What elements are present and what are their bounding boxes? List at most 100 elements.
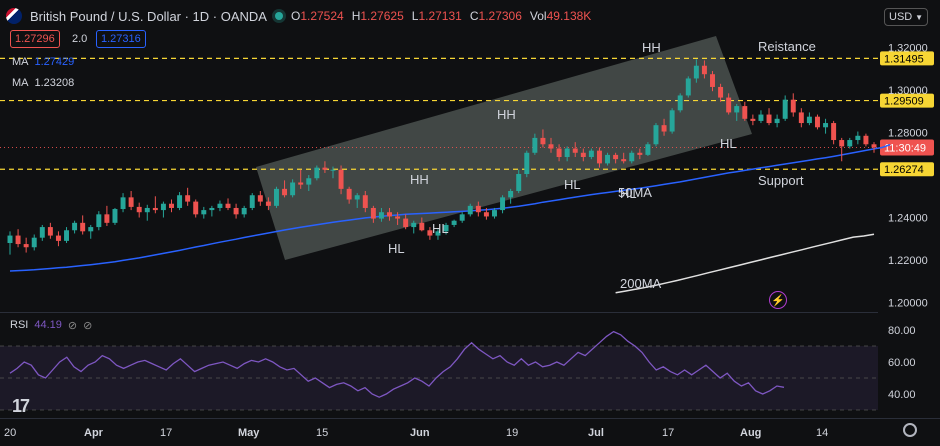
- candle-body: [387, 212, 392, 217]
- candle-body: [346, 188, 352, 200]
- ma200-annotation: 200MA: [620, 276, 662, 291]
- lightning-icon[interactable]: ⚡: [769, 291, 787, 309]
- level-price-text: 1.31495: [884, 53, 924, 65]
- candle-body: [798, 112, 804, 124]
- candle-body: [806, 116, 812, 124]
- candle-body: [249, 195, 255, 208]
- high-key: H: [351, 9, 361, 23]
- time-tick-label: Aug: [740, 427, 761, 439]
- candle-body: [588, 150, 594, 158]
- price-scale-background: [880, 0, 940, 446]
- candle-body: [467, 205, 473, 215]
- price-tick-label: 1.28000: [888, 128, 928, 140]
- open-key: O: [290, 9, 301, 23]
- candle-body: [15, 235, 21, 245]
- rsi-tick-label: 80.00: [888, 325, 916, 337]
- candle-body: [572, 148, 578, 153]
- candle-body: [645, 144, 651, 155]
- time-tick-label: 14: [816, 427, 828, 439]
- price-tick-label: 1.24000: [888, 213, 928, 225]
- currency-select[interactable]: USD ▼: [884, 8, 928, 26]
- candle-body: [492, 210, 497, 217]
- candle-body: [225, 203, 231, 208]
- level-price-tag: [880, 162, 934, 177]
- candle-body: [790, 99, 796, 113]
- ma50-legend[interactable]: MA 1.27429: [12, 56, 74, 68]
- rsi-line: [9, 330, 785, 398]
- symbol-title[interactable]: British Pound / U.S. Dollar · 1D · OANDA: [30, 8, 267, 24]
- time-tick-label: Apr: [84, 427, 104, 439]
- ma200-legend[interactable]: MA 1.23208: [12, 77, 74, 89]
- candle-body: [661, 125, 667, 132]
- candle-body: [605, 154, 611, 164]
- candle-body: [193, 201, 199, 215]
- high-value: 1.27625: [360, 9, 404, 23]
- candle-body: [88, 227, 94, 232]
- hide-icon[interactable]: ⊘: [67, 320, 78, 332]
- candle-body: [290, 182, 296, 196]
- candle-body: [621, 159, 627, 162]
- candle-body: [613, 154, 619, 160]
- rsi-legend[interactable]: RSI 44.19 ⊘ ⊘: [10, 319, 92, 332]
- rsi-label: RSI: [10, 319, 29, 331]
- ohlc-values: O1.27524 H1.27625 L1.27131 C1.27306 Vol4…: [291, 9, 591, 23]
- candle-body: [362, 195, 368, 208]
- swing-label: HH: [642, 40, 661, 55]
- candle-body: [120, 197, 126, 210]
- time-tick-label: May: [238, 427, 260, 439]
- candle-body: [532, 137, 538, 153]
- time-tick-label: 19: [506, 427, 518, 439]
- candle-body: [185, 195, 191, 202]
- candle-body: [734, 106, 740, 113]
- close-value: 1.27306: [478, 9, 522, 23]
- candle-body: [411, 222, 417, 228]
- candle-body: [419, 222, 425, 231]
- candle-body: [314, 167, 320, 179]
- candle-body: [64, 230, 70, 241]
- time-scale-divider: [0, 418, 940, 419]
- ma200-value: 1.23208: [34, 77, 75, 89]
- candle-body: [701, 65, 707, 75]
- candle-body: [742, 106, 748, 119]
- candle-body: [443, 224, 449, 232]
- price-tick-label: 1.22000: [888, 255, 928, 267]
- candle-body: [693, 65, 699, 79]
- candle-body: [330, 169, 336, 171]
- chart-header: British Pound / U.S. Dollar · 1D · OANDA…: [6, 8, 591, 24]
- candle-body: [177, 195, 183, 208]
- candle-body: [637, 152, 643, 155]
- candle-body: [298, 182, 304, 185]
- candle-body: [265, 201, 271, 206]
- buy-price-button[interactable]: 1.27316: [96, 30, 146, 48]
- time-tick-label: 17: [160, 427, 172, 439]
- candle-body: [282, 188, 288, 196]
- candle-body: [104, 214, 110, 223]
- candle-body: [152, 207, 158, 211]
- candle-body: [548, 144, 554, 149]
- open-value: 1.27524: [300, 9, 344, 23]
- price-tick-label: 1.30000: [888, 85, 928, 97]
- candle-body: [370, 207, 376, 219]
- candle-body: [451, 220, 457, 225]
- trend-channel: [256, 36, 752, 260]
- candle-body: [726, 97, 732, 113]
- candle-body: [378, 212, 384, 219]
- candle-body: [524, 152, 530, 174]
- settings-icon[interactable]: ⊘: [83, 320, 93, 332]
- ma50-value: 1.27429: [34, 56, 75, 68]
- candle-body: [871, 144, 877, 148]
- level-price-tag: [880, 51, 934, 66]
- candle-body: [354, 195, 360, 200]
- candle-body: [209, 207, 215, 211]
- rsi-value: 44.19: [34, 319, 62, 331]
- gear-icon[interactable]: [903, 423, 917, 437]
- candle-body: [839, 140, 845, 147]
- low-value: 1.27131: [418, 9, 462, 23]
- level-price-text: 1.29509: [884, 96, 924, 108]
- time-tick-label: Jul: [588, 427, 604, 439]
- candle-body: [233, 207, 239, 215]
- candle-body: [710, 74, 715, 87]
- candle-body: [136, 206, 142, 213]
- sell-price-button[interactable]: 1.27296: [10, 30, 60, 48]
